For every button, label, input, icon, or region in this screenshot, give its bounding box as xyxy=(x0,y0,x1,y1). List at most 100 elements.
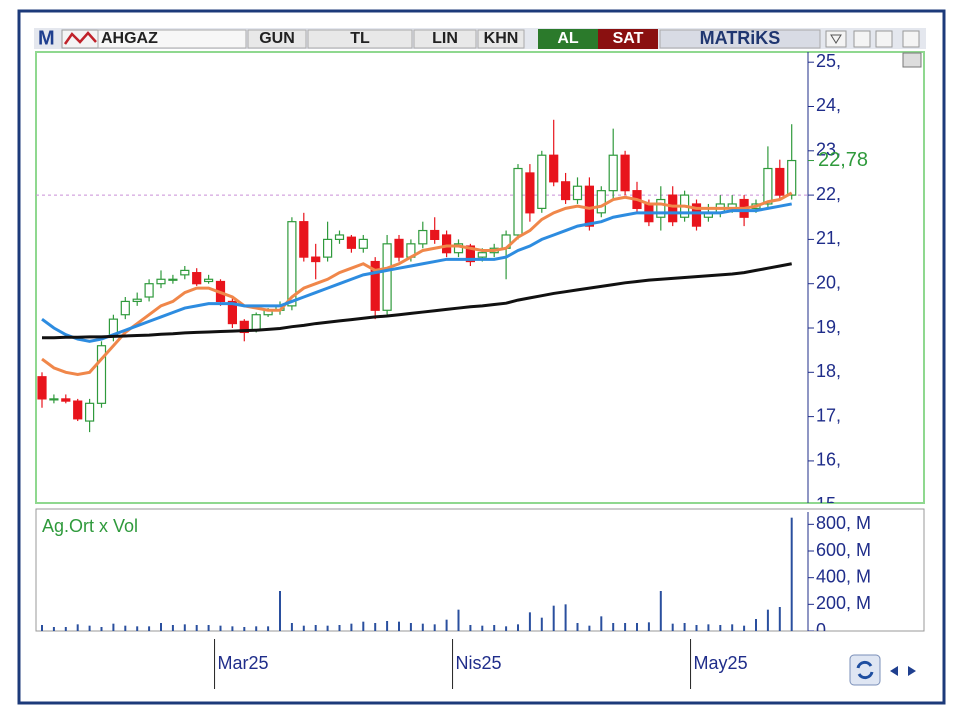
button[interactable] xyxy=(307,29,413,49)
volume-bar xyxy=(671,623,674,631)
symbol-box[interactable] xyxy=(97,29,247,49)
volume-bar xyxy=(41,625,43,631)
volume-bar xyxy=(290,623,293,631)
candle-body xyxy=(49,398,59,401)
button-label: GUN xyxy=(259,30,295,47)
symbol: AHGAZ xyxy=(101,30,158,47)
volume-bar xyxy=(52,627,55,631)
candle-body xyxy=(73,400,83,420)
volume-bar xyxy=(552,605,555,631)
volume-bar xyxy=(445,619,448,631)
volume-bar xyxy=(64,627,67,631)
y-tick-label: 25, xyxy=(816,51,841,71)
brand-box xyxy=(659,29,821,49)
price-plot xyxy=(36,119,808,433)
refresh-button[interactable] xyxy=(849,654,881,686)
volume-bar xyxy=(362,621,365,631)
y-tick-label: 23, xyxy=(816,140,841,160)
x-tick-label: Mar25 xyxy=(218,653,269,673)
menu-button[interactable] xyxy=(825,30,847,48)
time-labels: Mar25 Nis25 May25 xyxy=(214,639,748,689)
candle-body xyxy=(323,238,333,258)
candle-body xyxy=(287,221,297,307)
y-tick-label: 16, xyxy=(816,450,841,470)
candle-body xyxy=(430,229,440,240)
panel-button[interactable] xyxy=(902,52,922,68)
y-tick-label: 19, xyxy=(816,317,841,337)
candle-body xyxy=(537,154,547,209)
volume-bar xyxy=(326,625,329,631)
volume-bar xyxy=(469,625,472,631)
y-tick-label: 400, M xyxy=(816,566,871,586)
candle-body xyxy=(418,229,428,245)
volume-bar xyxy=(433,624,436,631)
volume-panel xyxy=(35,508,925,632)
volume-bar xyxy=(481,625,484,631)
volume-bar xyxy=(528,612,531,631)
brand: MATRiKS xyxy=(700,28,781,48)
maximize-button[interactable] xyxy=(875,30,893,48)
y-tick-label: 800, M xyxy=(816,513,871,533)
candle-body xyxy=(227,300,237,325)
buy-button[interactable] xyxy=(538,29,598,49)
candle-body xyxy=(144,283,154,298)
y-tick-label: 21, xyxy=(816,228,841,248)
y-tick-label: 600, M xyxy=(816,540,871,560)
close-button[interactable] xyxy=(902,30,920,48)
candle-body xyxy=(358,238,368,249)
volume-bar xyxy=(267,626,270,631)
candle-body xyxy=(370,260,380,311)
candle-body xyxy=(156,278,166,285)
volume-bar xyxy=(350,623,353,631)
volume-bar xyxy=(790,517,793,631)
volume-bar xyxy=(183,624,186,631)
y-tick-label: 18, xyxy=(816,361,841,381)
candle-body xyxy=(596,190,606,214)
moving-average xyxy=(41,191,793,377)
candle-body xyxy=(239,320,249,334)
candle-body xyxy=(192,272,202,285)
candle-body xyxy=(334,234,345,240)
volume-bar xyxy=(659,591,662,631)
minimize-button[interactable] xyxy=(853,30,871,48)
button[interactable] xyxy=(247,29,307,49)
moving-average xyxy=(41,202,792,343)
volume-bar xyxy=(338,625,341,631)
volume-bar xyxy=(195,625,198,631)
candle-body xyxy=(311,256,321,263)
volume-bar xyxy=(517,624,519,631)
candle-body xyxy=(465,245,475,263)
volume-bar xyxy=(88,625,91,631)
volume-bar xyxy=(778,607,781,631)
sell-button[interactable] xyxy=(598,29,658,49)
volume-bar xyxy=(540,617,543,631)
volume-bar xyxy=(231,626,234,631)
volume-bar xyxy=(755,619,757,631)
candle-body xyxy=(120,300,130,316)
volume-bar xyxy=(171,625,174,631)
candle-body xyxy=(763,167,773,205)
scroll-arrows[interactable] xyxy=(890,666,916,676)
moving-average xyxy=(42,262,792,340)
button-label: TL xyxy=(350,30,370,47)
volume-bar xyxy=(612,623,615,631)
candle-body xyxy=(61,398,71,402)
volume-bar xyxy=(112,623,115,631)
candle-body xyxy=(584,185,595,227)
candle-body xyxy=(346,236,356,249)
button[interactable] xyxy=(413,29,477,49)
candle-body xyxy=(620,154,630,192)
volume-bar xyxy=(160,623,162,631)
volume-bar xyxy=(219,625,222,631)
y-tick-label: 200, M xyxy=(816,593,871,613)
candle-body xyxy=(560,181,571,201)
y-tick-label: 15, xyxy=(816,494,841,514)
y-tick-label: 20, xyxy=(816,272,841,292)
candle-body xyxy=(299,221,309,258)
price-axis-labels: 15, 16, 17, 18, 19, 20, 21, 22, 23, 24, 25, 22,78 xyxy=(808,51,868,514)
volume-bar xyxy=(576,623,579,631)
button[interactable] xyxy=(477,29,525,49)
x-tick-label: May25 xyxy=(694,653,748,673)
last-value-label: 22,78 xyxy=(818,149,868,171)
